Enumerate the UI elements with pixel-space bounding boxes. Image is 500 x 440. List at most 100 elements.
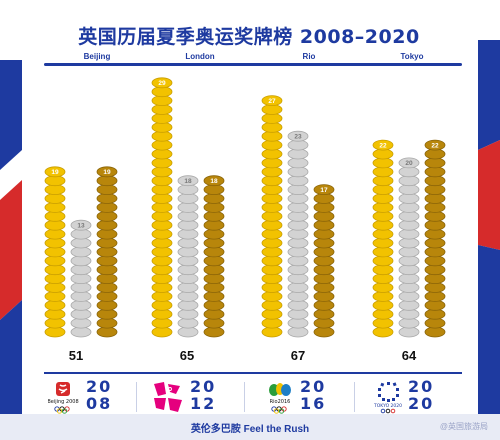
- separator: [136, 382, 137, 412]
- medal-coin: [261, 264, 283, 276]
- city-label-beijing: Beijing: [83, 52, 111, 61]
- value-label-london-silver: 18: [184, 178, 192, 185]
- medal-coin: [44, 184, 66, 196]
- total-rio: 67: [290, 348, 306, 363]
- medal-coin: [372, 228, 394, 240]
- medal-coin: [44, 228, 66, 240]
- medal-coin: [151, 77, 173, 89]
- medal-coin: [96, 184, 118, 196]
- medal-coin: [151, 264, 173, 276]
- medal-coin: [177, 184, 199, 196]
- medal-coin: [96, 264, 118, 276]
- medal-coin: [203, 264, 225, 276]
- value-label-beijing-gold: 19: [51, 169, 59, 176]
- year-2016: 20 16: [300, 377, 327, 413]
- medal-coin: [261, 95, 283, 106]
- medal-coin: [287, 264, 309, 276]
- medal-coin: [398, 210, 420, 222]
- svg-text:Beijing 2008: Beijing 2008: [48, 399, 79, 405]
- medal-coin: [261, 308, 283, 320]
- medal-coin: [151, 308, 173, 320]
- medal-coin: [44, 308, 66, 320]
- medal-coin: [313, 308, 335, 320]
- value-label-tokyo-silver: 20: [405, 160, 413, 167]
- year-2012: 20 12: [190, 377, 217, 413]
- medal-coin: [287, 210, 309, 222]
- medal-coin: [70, 264, 92, 276]
- medal-coin: [96, 166, 118, 178]
- medal-coin: [177, 210, 199, 222]
- medal-coin: [70, 228, 92, 240]
- medal-coin: [203, 308, 225, 320]
- medal-coin: [372, 264, 394, 276]
- medal-coin: [44, 210, 66, 222]
- medal-coin: [313, 228, 335, 240]
- medal-coin: [261, 139, 283, 151]
- london-2012-emblem-icon: [154, 382, 182, 412]
- year-2020: 20 20: [408, 377, 435, 413]
- medal-coin: [398, 228, 420, 240]
- medal-coin: [177, 228, 199, 240]
- stack-beijing-bronze: [96, 166, 118, 338]
- medal-coin: [424, 184, 446, 196]
- medal-coin: [203, 210, 225, 222]
- value-label-rio-silver: 23: [294, 133, 302, 140]
- medal-coin: [151, 184, 173, 196]
- chart-title: 英国历届夏季奥运奖牌榜 2008–2020: [78, 26, 420, 48]
- medal-coin: [372, 308, 394, 320]
- medal-coin: [313, 264, 335, 276]
- medal-chart: 19 13 19 29 18 18 27 23 17 22 20 22: [44, 77, 446, 338]
- chart-card: 英国历届夏季奥运奖牌榜 2008–2020 Beijing London Rio…: [22, 14, 476, 414]
- svg-text:TOKYO 2020: TOKYO 2020: [373, 403, 402, 409]
- total-tokyo: 64: [401, 348, 417, 363]
- medal-coin: [177, 175, 199, 187]
- separator: [244, 382, 245, 412]
- medal-coin: [398, 184, 420, 196]
- medal-coin: [96, 308, 118, 320]
- value-label-rio-bronze: 17: [320, 187, 328, 194]
- medal-coin: [372, 210, 394, 222]
- value-label-beijing-silver: 13: [77, 222, 85, 229]
- stack-beijing-gold: [44, 166, 66, 338]
- medal-coin: [261, 166, 283, 178]
- medal-coin: [177, 264, 199, 276]
- medal-coin: [287, 166, 309, 178]
- header-rule: [44, 63, 462, 66]
- medal-coin: [287, 228, 309, 240]
- medal-coin: [372, 139, 394, 151]
- medal-coin: [287, 130, 309, 142]
- medal-coin: [261, 184, 283, 196]
- value-label-london-gold: 29: [158, 80, 166, 87]
- city-label-london: London: [185, 52, 215, 61]
- stack-tokyo-bronze: [424, 139, 446, 338]
- city-label-rio: Rio: [302, 52, 316, 61]
- rio-2016-emblem-icon: Rio2016: [269, 383, 291, 414]
- stack-rio-bronze: [313, 184, 335, 338]
- total-beijing: 51: [68, 348, 84, 363]
- medal-coin: [151, 139, 173, 151]
- separator: [354, 382, 355, 412]
- medal-coin: [372, 166, 394, 178]
- medal-coin: [424, 210, 446, 222]
- stack-tokyo-silver: [398, 157, 420, 338]
- medal-coin: [424, 308, 446, 320]
- medal-coin: [287, 308, 309, 320]
- stack-london-bronze: [203, 175, 225, 338]
- total-london: 65: [179, 348, 195, 363]
- medal-coin: [96, 228, 118, 240]
- medal-coin: [151, 228, 173, 240]
- medal-coin: [424, 139, 446, 151]
- medal-coin: [424, 264, 446, 276]
- medal-coin: [261, 228, 283, 240]
- medal-coin: [398, 166, 420, 178]
- watermark: @英国旅游局: [439, 422, 488, 431]
- medal-coin: [177, 308, 199, 320]
- medal-coin: [203, 228, 225, 240]
- medal-coin: [151, 166, 173, 178]
- value-label-rio-gold: 27: [268, 98, 276, 105]
- svg-text:Rio2016: Rio2016: [270, 399, 291, 405]
- stack-rio-silver: [287, 130, 309, 338]
- medal-coin: [287, 139, 309, 151]
- value-label-london-bronze: 18: [210, 178, 218, 185]
- value-label-tokyo-bronze: 22: [431, 142, 439, 149]
